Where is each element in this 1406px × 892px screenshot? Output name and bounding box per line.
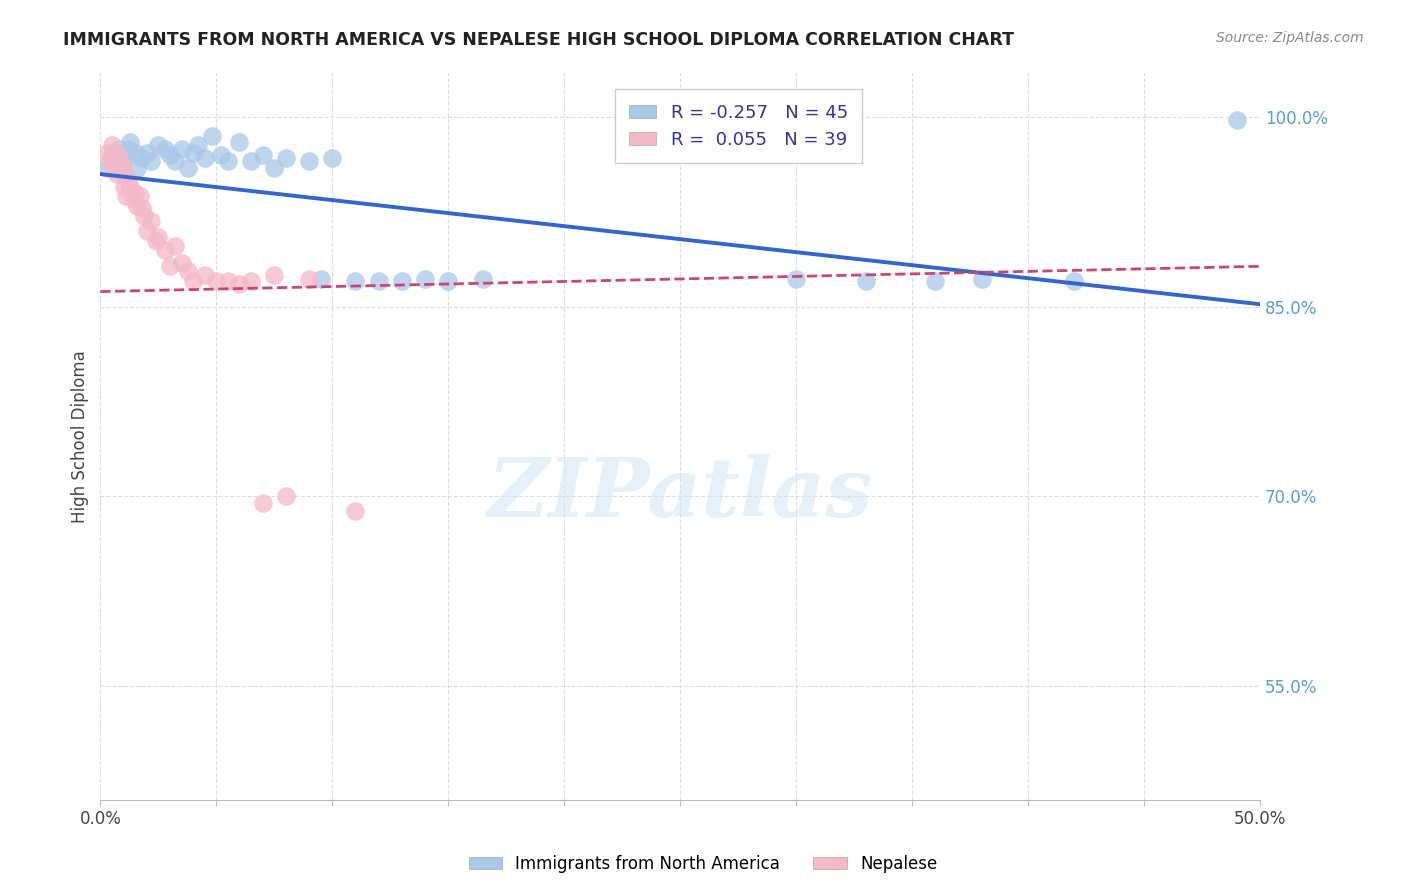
- Point: [145, 234, 167, 248]
- Point: [970, 272, 993, 286]
- Point: [321, 151, 343, 165]
- Text: ZIPatlas: ZIPatlas: [488, 454, 873, 534]
- Point: [252, 495, 274, 509]
- Point: [177, 161, 200, 175]
- Point: [117, 173, 139, 187]
- Point: [1226, 112, 1249, 127]
- Point: [120, 179, 142, 194]
- Point: [170, 142, 193, 156]
- Point: [228, 136, 250, 150]
- Point: [413, 272, 436, 286]
- Point: [391, 275, 413, 289]
- Point: [194, 268, 217, 282]
- Point: [367, 275, 389, 289]
- Point: [131, 201, 153, 215]
- Point: [127, 161, 149, 175]
- Point: [155, 243, 177, 257]
- Point: [228, 277, 250, 291]
- Point: [855, 275, 877, 289]
- Point: [263, 268, 285, 282]
- Point: [120, 136, 142, 150]
- Point: [170, 255, 193, 269]
- Point: [163, 154, 186, 169]
- Point: [344, 504, 367, 518]
- Point: [141, 214, 163, 228]
- Point: [785, 272, 807, 286]
- Point: [298, 154, 321, 169]
- Point: [1063, 275, 1085, 289]
- Point: [217, 275, 239, 289]
- Point: [924, 275, 946, 289]
- Point: [177, 264, 200, 278]
- Point: [141, 154, 163, 169]
- Point: [181, 145, 204, 160]
- Point: [274, 151, 297, 165]
- Point: [148, 230, 170, 244]
- Point: [112, 163, 135, 178]
- Point: [124, 186, 146, 200]
- Point: [309, 272, 332, 286]
- Point: [105, 167, 128, 181]
- Point: [98, 154, 121, 169]
- Point: [112, 167, 135, 181]
- Point: [135, 145, 157, 160]
- Point: [274, 489, 297, 503]
- Point: [112, 151, 135, 165]
- Y-axis label: High School Diploma: High School Diploma: [72, 350, 89, 523]
- Point: [159, 148, 181, 162]
- Point: [209, 148, 232, 162]
- Point: [117, 142, 139, 156]
- Point: [148, 138, 170, 153]
- Point: [131, 151, 153, 165]
- Point: [298, 272, 321, 286]
- Legend: Immigrants from North America, Nepalese: Immigrants from North America, Nepalese: [463, 848, 943, 880]
- Point: [103, 151, 125, 165]
- Point: [101, 161, 124, 175]
- Point: [252, 148, 274, 162]
- Point: [124, 145, 146, 160]
- Point: [181, 275, 204, 289]
- Point: [103, 154, 125, 169]
- Text: Source: ZipAtlas.com: Source: ZipAtlas.com: [1216, 31, 1364, 45]
- Point: [217, 154, 239, 169]
- Point: [159, 260, 181, 274]
- Point: [96, 145, 118, 160]
- Point: [101, 148, 124, 162]
- Point: [127, 199, 149, 213]
- Point: [110, 158, 132, 172]
- Legend: R = -0.257   N = 45, R =  0.055   N = 39: R = -0.257 N = 45, R = 0.055 N = 39: [614, 89, 862, 163]
- Point: [128, 188, 150, 202]
- Point: [263, 161, 285, 175]
- Point: [163, 239, 186, 253]
- Point: [108, 142, 131, 156]
- Point: [108, 148, 131, 162]
- Point: [194, 151, 217, 165]
- Point: [121, 192, 143, 206]
- Point: [344, 275, 367, 289]
- Point: [115, 188, 138, 202]
- Text: IMMIGRANTS FROM NORTH AMERICA VS NEPALESE HIGH SCHOOL DIPLOMA CORRELATION CHART: IMMIGRANTS FROM NORTH AMERICA VS NEPALES…: [63, 31, 1014, 49]
- Point: [187, 138, 209, 153]
- Point: [205, 275, 228, 289]
- Point: [155, 142, 177, 156]
- Point: [134, 209, 156, 223]
- Point: [96, 161, 118, 175]
- Point: [240, 154, 263, 169]
- Point: [240, 275, 263, 289]
- Point: [112, 179, 135, 194]
- Point: [135, 224, 157, 238]
- Point: [201, 129, 224, 144]
- Point: [472, 272, 495, 286]
- Point: [101, 138, 124, 153]
- Point: [437, 275, 460, 289]
